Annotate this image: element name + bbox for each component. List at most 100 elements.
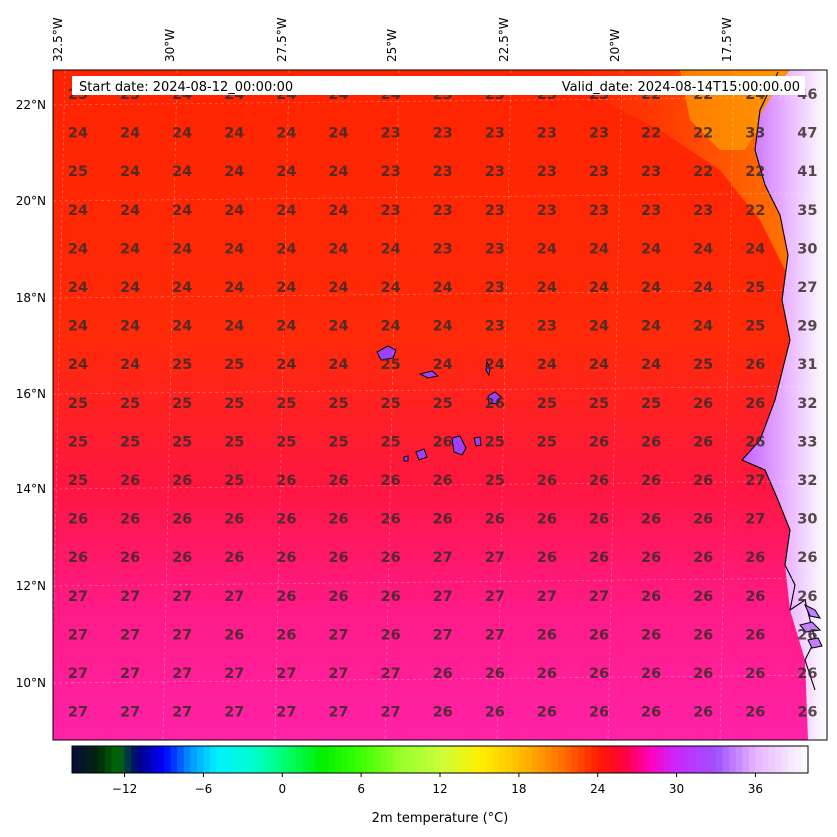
land-hot-area [742, 70, 827, 740]
colorbar-cell [505, 746, 513, 773]
grid-value: 35 [797, 203, 817, 219]
grid-value: 26 [381, 473, 401, 489]
grid-value: 26 [120, 473, 140, 489]
lat-label: 10°N [16, 676, 46, 690]
colorbar-cell [440, 746, 448, 773]
grid-value: 27 [433, 627, 453, 643]
header-box [72, 76, 805, 95]
colorbar-cell [676, 746, 684, 773]
colorbar-cell [315, 746, 323, 773]
grid-value: 24 [172, 203, 192, 219]
grid-value: 27 [172, 705, 192, 721]
grid-value: 25 [328, 396, 348, 412]
grid-value: 27 [224, 705, 244, 721]
grid-value: 26 [589, 666, 609, 682]
grid-value: 25 [745, 319, 765, 335]
grid-value: 26 [745, 666, 765, 682]
valid-date-label: Valid_date: 2024-08-14T15:00:00.00 [562, 80, 800, 95]
grid-value: 26 [745, 357, 765, 373]
grid-value: 23 [485, 280, 505, 296]
colorbar-cell [374, 746, 382, 773]
grid-value: 23 [537, 203, 557, 219]
grid-value: 26 [693, 705, 713, 721]
colorbar-tick-label: 6 [357, 782, 365, 796]
grid-value: 25 [693, 357, 713, 373]
grid-value: 26 [328, 512, 348, 528]
grid-value: 25 [172, 396, 192, 412]
colorbar-cell [131, 746, 139, 773]
grid-value: 27 [172, 627, 192, 643]
grid-value: 26 [433, 473, 453, 489]
grid-value: 26 [641, 550, 661, 566]
grid-value: 27 [120, 705, 140, 721]
start-date-label: Start date: 2024-08-12_00:00:00 [79, 80, 293, 95]
colorbar-cell [558, 746, 566, 773]
grid-value: 26 [641, 705, 661, 721]
grid-value: 23 [433, 203, 453, 219]
grid-value: 26 [797, 666, 817, 682]
grid-value: 24 [641, 241, 661, 257]
grid-value: 25 [172, 357, 192, 373]
colorbar-cell [486, 746, 494, 773]
grid-value: 23 [381, 164, 401, 180]
island-sal [485, 360, 491, 377]
grid-value: 27 [381, 666, 401, 682]
colorbar-cell [696, 746, 704, 773]
grid-value: 26 [589, 512, 609, 528]
colorbar-cell [229, 746, 237, 773]
grid-value: 24 [68, 126, 88, 142]
grid-value: 27 [224, 666, 244, 682]
colorbar-cell [223, 746, 231, 773]
grid-value: 29 [797, 319, 817, 335]
colorbar-cell [597, 746, 605, 773]
grid-value: 23 [485, 241, 505, 257]
grid-value: 25 [172, 434, 192, 450]
colorbar-cell [308, 746, 316, 773]
colorbar-cell [518, 746, 527, 773]
grid-value: 24 [693, 241, 713, 257]
grid-value: 24 [641, 280, 661, 296]
grid-value: 24 [276, 203, 296, 219]
colorbar-cell [426, 746, 435, 773]
grid-value: 24 [120, 241, 140, 257]
grid-value: 26 [693, 550, 713, 566]
grid-value: 24 [693, 280, 713, 296]
colorbar-cell [801, 746, 809, 773]
grid-value: 24 [120, 164, 140, 180]
colorbar-cell [551, 746, 559, 773]
colorbar-tick-label: −6 [195, 782, 213, 796]
colorbar-cell [196, 746, 205, 773]
colorbar-cell [709, 746, 717, 773]
colorbar-cell [472, 746, 481, 773]
colorbar-cell [394, 746, 402, 773]
colorbar-cell [190, 746, 198, 773]
grid-value: 25 [276, 434, 296, 450]
colorbar-cell [768, 746, 776, 773]
grid-value: 26 [381, 589, 401, 605]
grid-value: 25 [276, 396, 296, 412]
grid-value: 24 [276, 280, 296, 296]
grid-value-labels: 2525242424242423232323222224462424242424… [68, 87, 818, 721]
colorbar-cell [637, 746, 645, 773]
colorbar-cell [183, 746, 191, 773]
colorbar-tick-label: 18 [511, 782, 526, 796]
grid-value: 26 [381, 550, 401, 566]
grid-value: 26 [693, 396, 713, 412]
colorbar-tick-label: 36 [748, 782, 763, 796]
grid-value: 27 [120, 589, 140, 605]
colorbar-cell [111, 746, 119, 773]
grid-value: 22 [745, 164, 765, 180]
colorbar-cell [367, 746, 375, 773]
colorbar-cell [617, 746, 625, 773]
colorbar-cell [164, 746, 172, 773]
colorbar-cell [433, 746, 441, 773]
grid-value: 26 [224, 550, 244, 566]
colorbar-cell [453, 746, 461, 773]
grid-value: 32 [797, 473, 817, 489]
grid-value: 25 [328, 434, 348, 450]
colorbar-cell [249, 746, 257, 773]
colorbar-cell [492, 746, 500, 773]
grid-value: 25 [745, 280, 765, 296]
grid-value: 26 [693, 434, 713, 450]
grid-value: 25 [224, 473, 244, 489]
